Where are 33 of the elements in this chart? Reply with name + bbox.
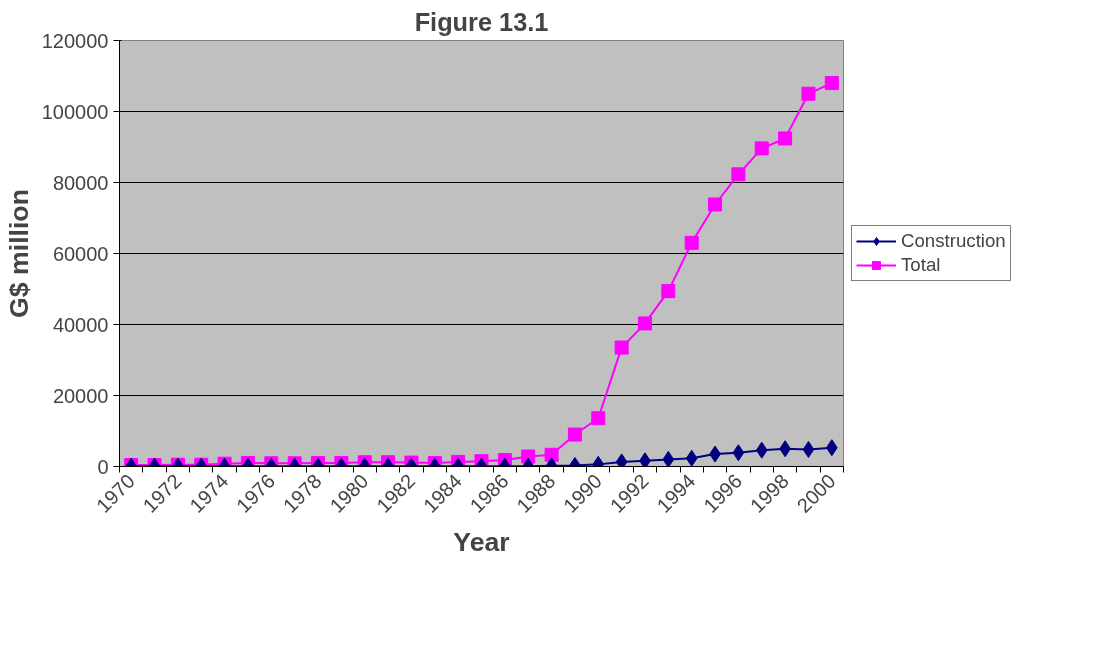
point [708,197,723,212]
point [615,453,628,467]
y-tick-label: 100000 [41,100,109,123]
point [731,167,746,182]
y-tick-label: 20000 [52,384,109,407]
y-tick-label: 40000 [52,313,109,336]
y-tick-label: 80000 [52,171,109,194]
point [637,316,652,331]
point [567,427,582,442]
point [684,235,699,250]
point [802,440,815,458]
y-tick-label: 120000 [41,29,109,52]
legend-label: Construction [901,230,1006,252]
y-tick-label: 60000 [52,242,109,265]
legend-label: Total [901,254,941,276]
point [591,411,606,426]
point [825,439,838,457]
chart-title: Figure 13.1 [414,7,549,36]
point [639,452,651,467]
y-axis-title: G$ million [3,189,34,318]
point [778,131,793,146]
point [662,450,675,467]
x-axis-title: Year [453,526,510,557]
point [544,447,559,462]
y-tick-label: 0 [97,455,109,478]
point [614,340,629,355]
point [685,449,698,467]
point [824,76,839,91]
point [754,141,769,156]
point [801,86,816,101]
point [661,284,676,299]
point [732,444,745,462]
point [755,441,768,459]
